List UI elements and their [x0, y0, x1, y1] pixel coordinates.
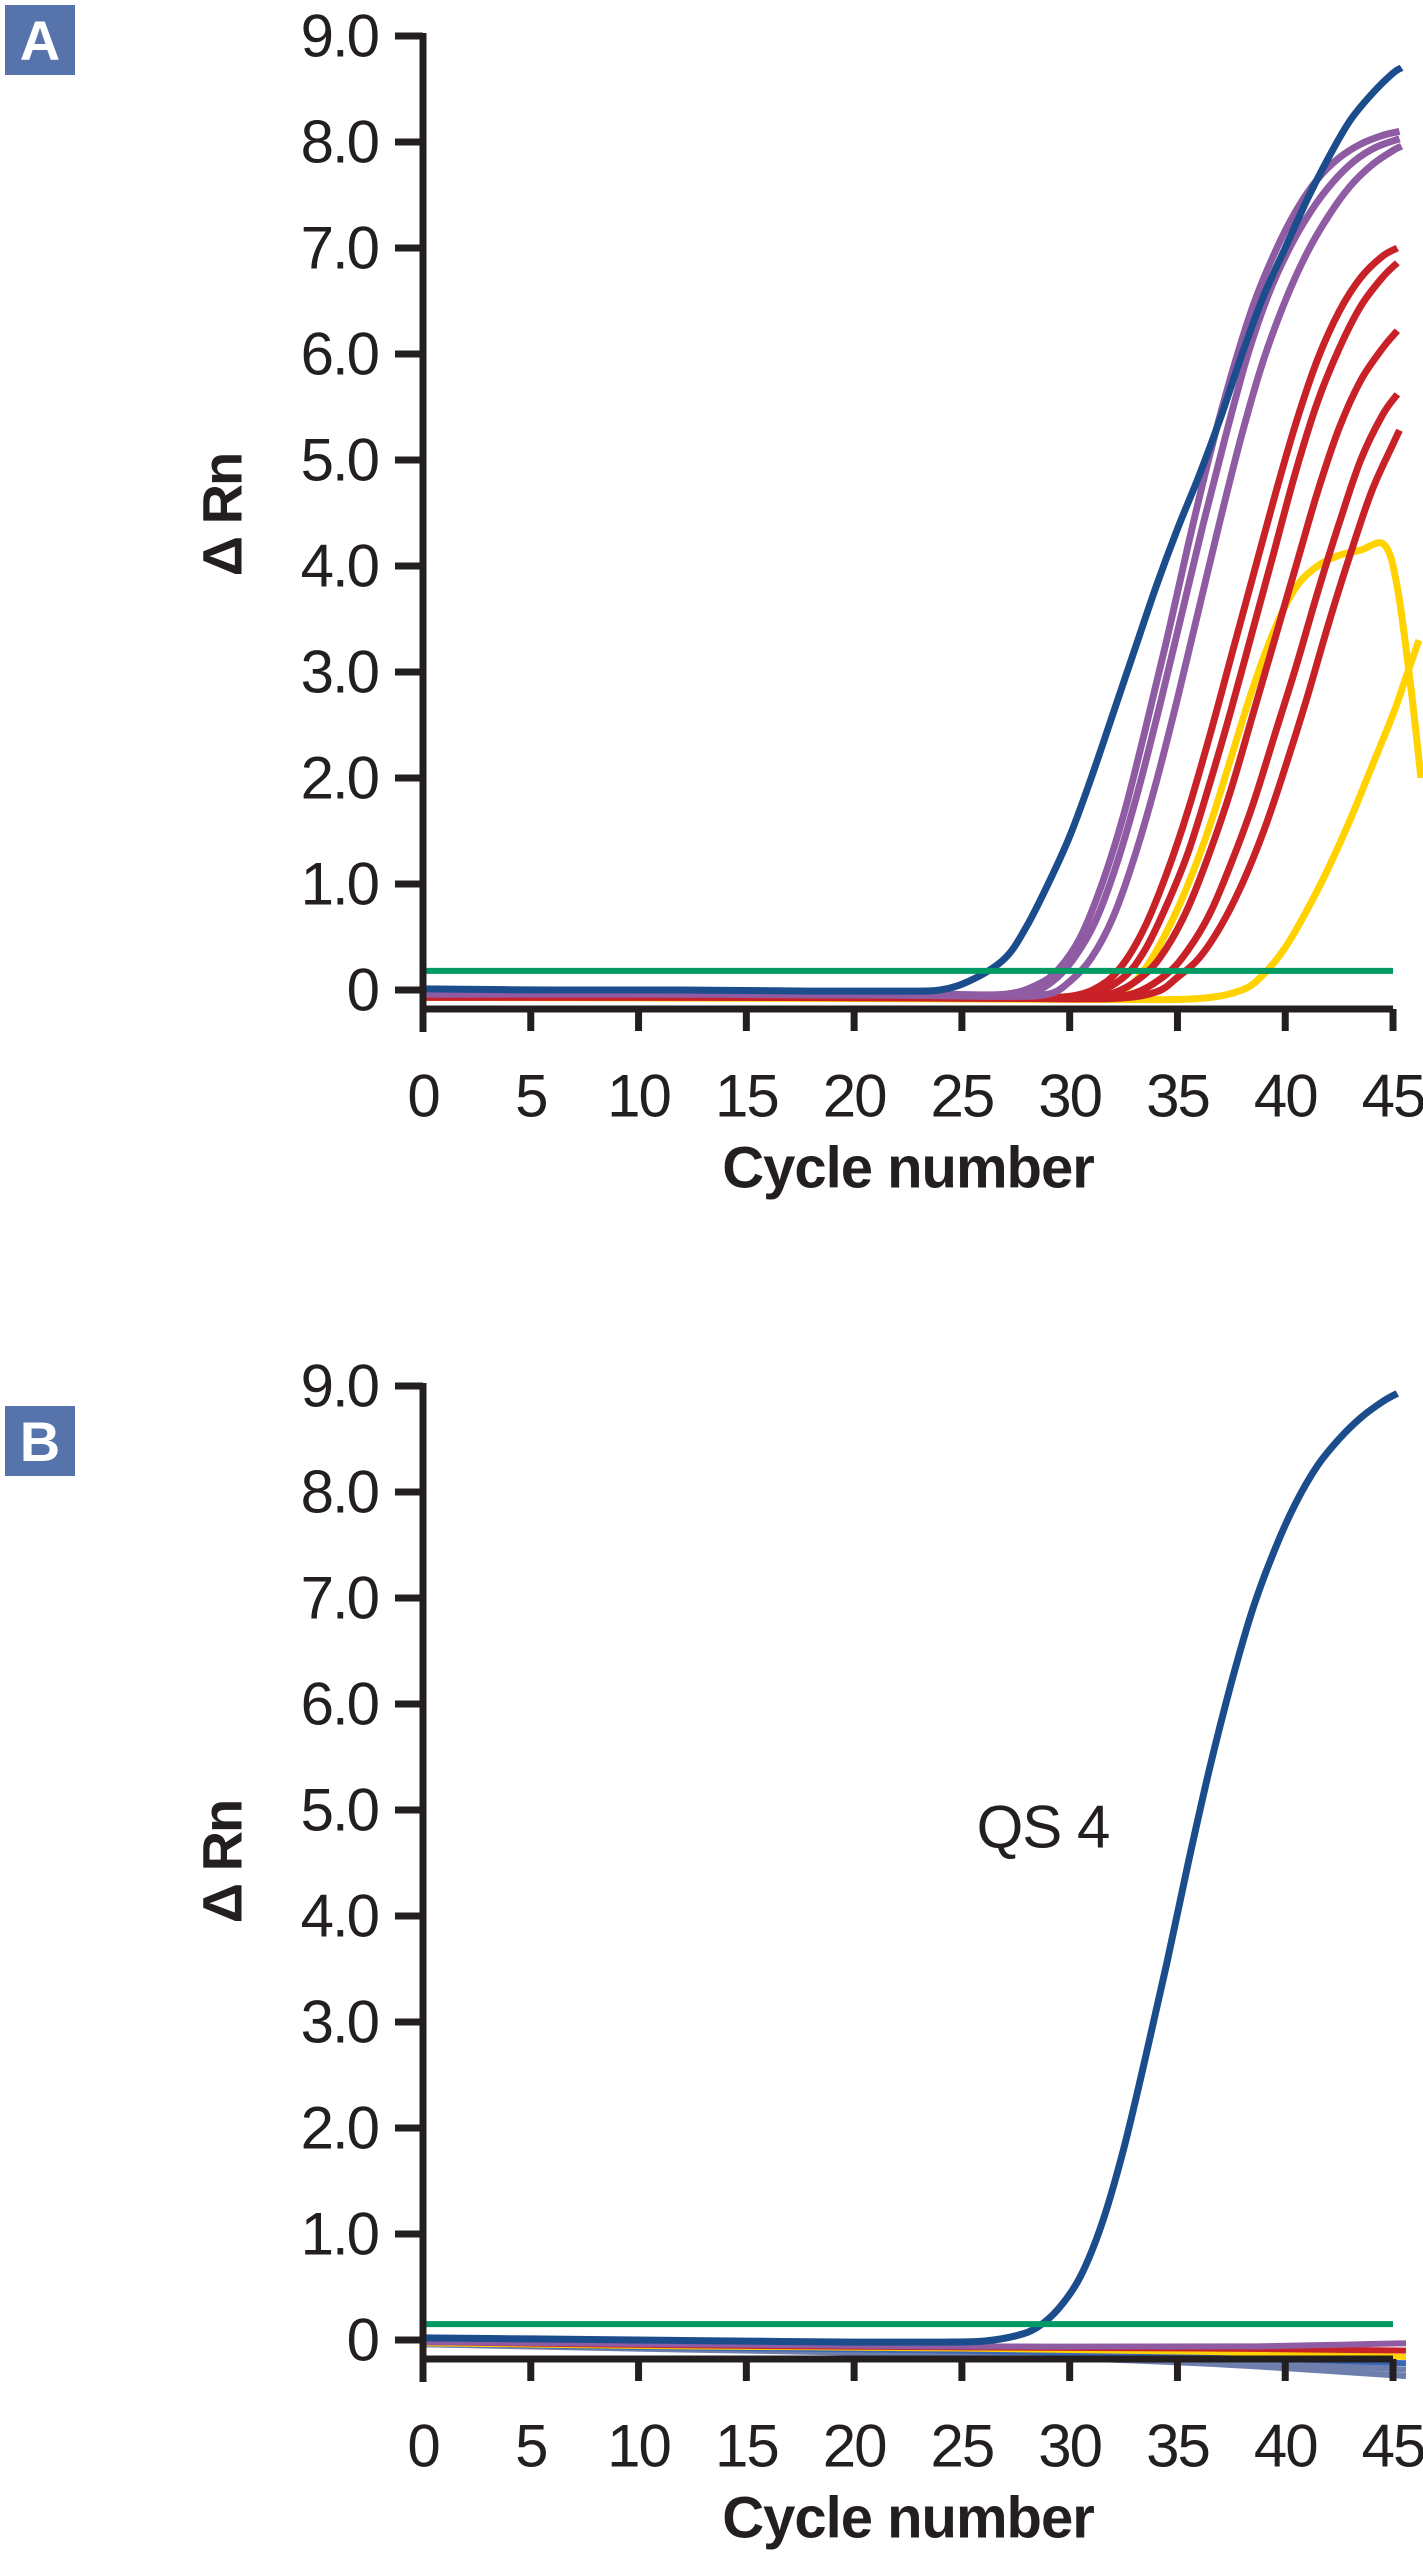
x-tick-label: 25 [930, 2412, 996, 2480]
y-tick-label: 1.0 [300, 2200, 380, 2268]
panel-b-badge: B [5, 1406, 75, 1476]
x-tick-label: 45 [1361, 2412, 1423, 2480]
x-tick-label: 0 [407, 1062, 440, 1130]
y-tick-label: 9.0 [300, 1352, 380, 1420]
curve-b-qs4-navy [422, 1390, 1400, 2346]
x-tick-label: 30 [1038, 2412, 1103, 2480]
x-tick-label: 5 [515, 1062, 548, 1130]
y-tick-label: 2.0 [300, 744, 380, 812]
panel-a-badge: A [5, 5, 75, 75]
y-tick-label: 7.0 [300, 214, 380, 282]
y-tick-label: 8.0 [300, 1458, 380, 1526]
y-tick-label: 9.0 [300, 2, 380, 70]
x-tick-label: 40 [1253, 1062, 1319, 1130]
y-tick-label: 3.0 [300, 1988, 380, 2056]
curve-a-navy-1 [422, 64, 1404, 995]
x-tick-label: 15 [714, 1062, 780, 1130]
y-tick-label: 0 [346, 2306, 380, 2374]
x-tick-label: 15 [714, 2412, 780, 2480]
y-tick-label: 5.0 [300, 426, 380, 494]
qs4-annotation: QS 4 [976, 1793, 1111, 1861]
y-tick-label: 0 [346, 956, 380, 1024]
y-tick-label: 4.0 [300, 532, 380, 600]
y-tick-label: 6.0 [300, 320, 380, 388]
x-tick-label: 25 [930, 1062, 996, 1130]
curve-a-yellow-1 [422, 539, 1423, 1003]
x-tick-label: 5 [515, 2412, 548, 2480]
y-tick-label: 8.0 [300, 108, 380, 176]
curve-a-red-3 [422, 328, 1400, 1002]
y-tick-label: 2.0 [300, 2094, 380, 2162]
x-axis-title-b: Cycle number [722, 2485, 1095, 2551]
x-tick-label: 45 [1361, 1062, 1423, 1130]
x-tick-label: 10 [607, 2412, 672, 2480]
x-tick-label: 10 [607, 1062, 672, 1130]
curve-b-flat-purple [422, 2339, 1407, 2350]
y-tick-label: 5.0 [300, 1776, 380, 1844]
curve-a-purple-3 [422, 143, 1404, 1000]
x-tick-label: 20 [822, 2412, 888, 2480]
curve-a-red-2 [422, 260, 1400, 1002]
x-tick-label: 0 [407, 2412, 440, 2480]
x-axis-title-a: Cycle number [722, 1135, 1095, 1201]
x-tick-label: 30 [1038, 1062, 1103, 1130]
y-tick-label: 4.0 [300, 1882, 380, 1950]
x-tick-label: 40 [1253, 2412, 1319, 2480]
x-tick-label: 35 [1146, 1062, 1211, 1130]
y-tick-label: 7.0 [300, 1564, 380, 1632]
x-tick-label: 35 [1146, 2412, 1211, 2480]
y-tick-label: 3.0 [300, 638, 380, 706]
y-tick-label: 6.0 [300, 1670, 380, 1738]
x-tick-label: 20 [822, 1062, 888, 1130]
y-tick-label: 1.0 [300, 850, 380, 918]
